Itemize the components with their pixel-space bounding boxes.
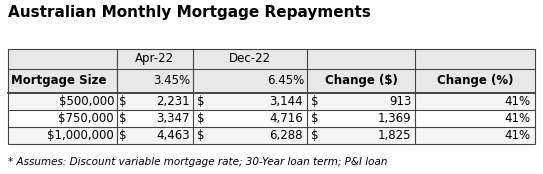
Text: $750,000: $750,000 bbox=[59, 112, 114, 125]
Text: $1,000,000: $1,000,000 bbox=[47, 129, 114, 142]
Text: $: $ bbox=[311, 129, 318, 142]
Text: 3,144: 3,144 bbox=[269, 95, 303, 108]
Bar bbox=[8, 49, 535, 93]
Text: Australian Monthly Mortgage Repayments: Australian Monthly Mortgage Repayments bbox=[8, 5, 371, 20]
Text: $500,000: $500,000 bbox=[59, 95, 114, 108]
Bar bbox=[8, 49, 535, 144]
Text: $: $ bbox=[119, 129, 127, 142]
Bar bbox=[8, 127, 535, 144]
Text: 41%: 41% bbox=[504, 112, 531, 125]
Text: Apr-22: Apr-22 bbox=[135, 52, 174, 65]
Text: $: $ bbox=[311, 112, 318, 125]
Text: $: $ bbox=[197, 129, 204, 142]
Text: 6,288: 6,288 bbox=[269, 129, 303, 142]
Text: 41%: 41% bbox=[504, 129, 531, 142]
Text: Mortgage Size: Mortgage Size bbox=[11, 74, 106, 87]
Text: 913: 913 bbox=[389, 95, 412, 108]
Text: 41%: 41% bbox=[504, 95, 531, 108]
Text: 3,347: 3,347 bbox=[156, 112, 190, 125]
Text: $: $ bbox=[197, 112, 204, 125]
Text: 3.45%: 3.45% bbox=[153, 74, 190, 87]
Text: * Assumes: Discount variable mortgage rate; 30-Year loan term; P&I loan: * Assumes: Discount variable mortgage ra… bbox=[8, 157, 388, 167]
Text: $: $ bbox=[197, 95, 204, 108]
Text: 4,716: 4,716 bbox=[269, 112, 303, 125]
Text: 1,825: 1,825 bbox=[378, 129, 412, 142]
Text: 6.45%: 6.45% bbox=[267, 74, 304, 87]
Text: 1,369: 1,369 bbox=[378, 112, 412, 125]
Text: $: $ bbox=[119, 112, 127, 125]
Text: 2,231: 2,231 bbox=[156, 95, 190, 108]
Text: $: $ bbox=[119, 95, 127, 108]
Text: Dec-22: Dec-22 bbox=[229, 52, 271, 65]
Text: Change ($): Change ($) bbox=[325, 74, 397, 87]
Text: $: $ bbox=[311, 95, 318, 108]
Bar bbox=[8, 93, 535, 110]
Text: 4,463: 4,463 bbox=[156, 129, 190, 142]
Bar bbox=[8, 110, 535, 127]
Text: Change (%): Change (%) bbox=[437, 74, 513, 87]
